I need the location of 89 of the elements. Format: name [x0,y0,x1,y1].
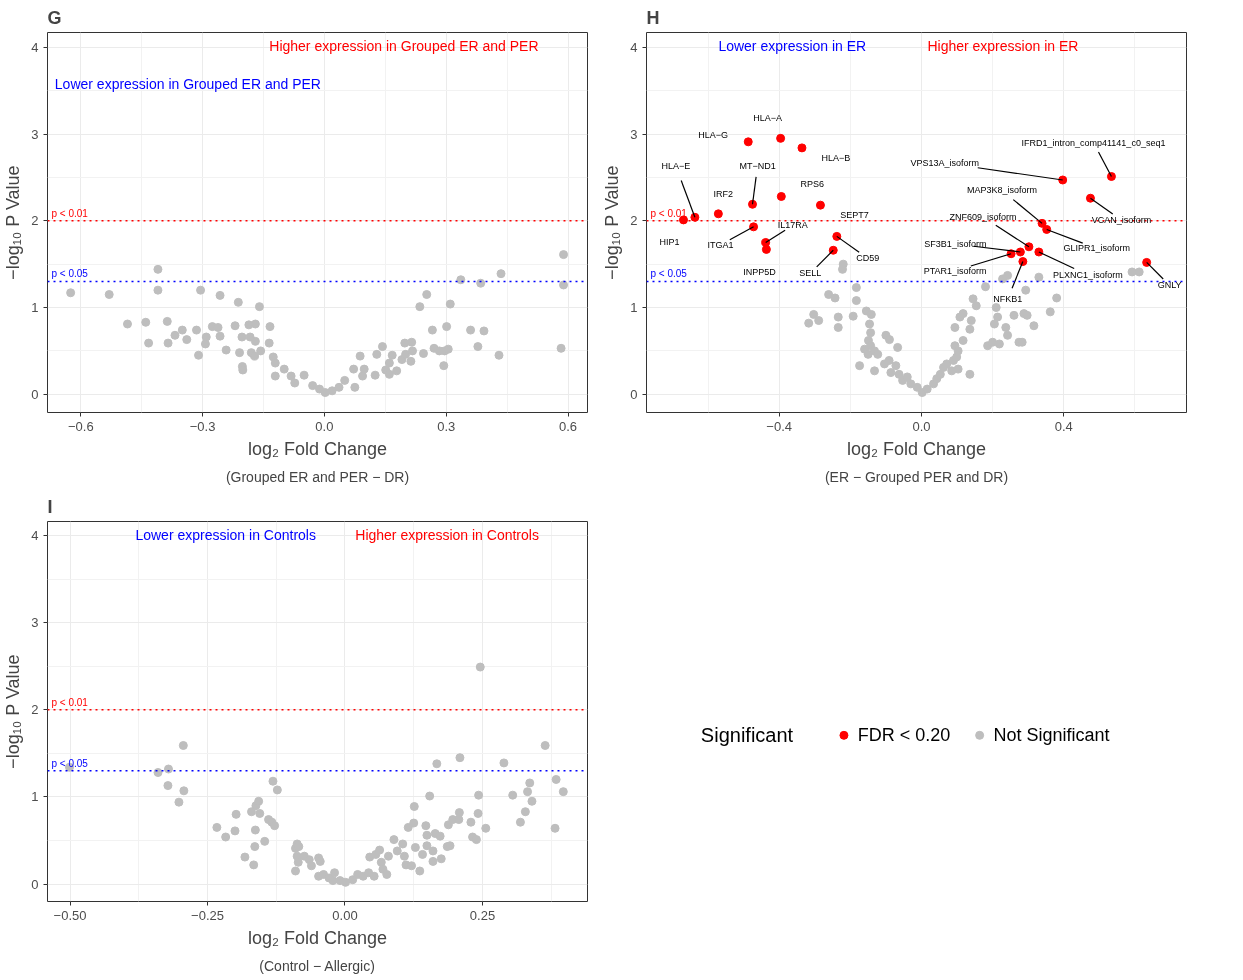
annotation: PTAR1_isoform [923,265,987,276]
y-tick-label: 2 [630,213,638,229]
annotation: GNLY [1157,280,1182,291]
text: (Control − Allergic) [259,957,375,974]
annotation: Lower expression in Grouped ER and PER [54,75,321,92]
annotation: CD59 [856,253,880,264]
annotation: HLA−G [698,129,729,140]
point [713,209,723,219]
y-tick-label: 0 [31,386,39,402]
annotation: PLXNC1_isoform [1053,270,1123,280]
annotation: Higher expression in Grouped ER and PER [269,37,539,54]
text: (ER − Grouped PER and DR) [824,468,1009,485]
annotation: GLIPR1_isoform [1063,243,1130,254]
annotation: ZNF609_isoform [949,211,1017,222]
point [776,133,786,143]
annotation: VCAN_isoform [1091,215,1152,226]
y-tick-label: 2 [31,702,39,718]
chart-title: I [47,496,53,517]
annotation: HLA−B [821,152,851,163]
legend-title: Significant [700,724,794,747]
x-tick-label: −0.25 [191,907,224,923]
x-axis-title: log₂ Fold Change [247,927,388,948]
annotation: VPS13A_isoform [910,157,979,168]
annotation: MT−ND1 [739,161,776,172]
y-tick-label: 3 [630,126,638,142]
chart-title: G [47,7,62,28]
x-tick-label: 0.0 [912,418,931,434]
annotation: HLA−E [661,161,691,172]
point [815,200,825,210]
point [743,137,753,147]
x-tick-label: 0.4 [1054,418,1073,434]
x-tick-label: −0.4 [766,418,793,434]
text: (Grouped ER and PER − DR) [225,468,410,485]
annotation: Higher expression in ER [927,37,1079,54]
x-tick-label: 0.3 [437,418,456,434]
annotation: HIP1 [659,236,680,247]
point [1042,224,1052,234]
y-tick-label: 1 [630,300,638,316]
annotation: ITGA1 [707,239,734,250]
annotation: Higher expression in Controls [355,526,539,543]
x-tick-label: 0.00 [332,907,358,923]
y-tick-label: 4 [31,39,39,55]
annotation: NFKB1 [993,293,1023,304]
annotation: HLA−A [753,113,783,124]
legend-label: Not Significant [993,725,1110,746]
x-tick-label: 0.25 [469,907,496,923]
annotation: SEPT7 [840,210,869,221]
x-tick-label: −0.6 [67,418,94,434]
ref-line-label: p < 0.01 [51,696,89,708]
point [797,143,807,153]
ref-line-label: p < 0.01 [650,207,688,219]
point [776,191,786,201]
x-axis-title: log₂ Fold Change [247,438,388,459]
x-tick-label: −0.50 [53,907,87,923]
annotation: INPP5D [743,267,777,278]
y-tick-label: 1 [31,300,39,316]
y-axis-title: −log₁₀ P Value [3,165,24,280]
y-tick-label: 4 [630,39,638,55]
annotation: Lower expression in Controls [135,526,316,543]
annotation: MAP3K8_isoform [967,185,1038,196]
annotation: IL17RA [777,220,808,231]
annotation: Lower expression in ER [718,37,867,54]
annotation: SELL [799,268,822,279]
ref-line-label: p < 0.05 [650,268,688,280]
annotation: SF3B1_isoform [924,239,987,249]
annotation: IFRD1_intron_comp41141_c0_seq1 [1021,137,1166,148]
x-tick-label: 0.0 [315,418,334,434]
y-tick-label: 4 [31,527,39,543]
point [761,244,771,254]
ref-line-label: p < 0.05 [51,757,89,769]
ref-line-label: p < 0.05 [51,268,89,280]
point [1085,193,1095,203]
y-tick-label: 3 [31,615,39,631]
chart-title: H [646,7,660,28]
annotation: RPS6 [800,179,825,190]
annotation: IRF2 [713,188,734,199]
ref-line-label: p < 0.01 [51,207,89,219]
y-tick-label: 1 [31,789,39,805]
x-tick-label: 0.6 [558,418,578,434]
y-tick-label: 2 [31,213,39,229]
point [1034,247,1044,257]
y-tick-label: 0 [31,876,39,892]
x-axis-title: log₂ Fold Change [846,438,987,459]
y-axis-title: −log₁₀ P Value [602,165,623,280]
y-tick-label: 3 [31,126,39,142]
y-axis-title: −log₁₀ P Value [3,654,24,769]
x-tick-label: −0.3 [189,418,216,434]
legend-label: FDR < 0.20 [857,725,951,746]
y-tick-label: 0 [630,386,638,402]
